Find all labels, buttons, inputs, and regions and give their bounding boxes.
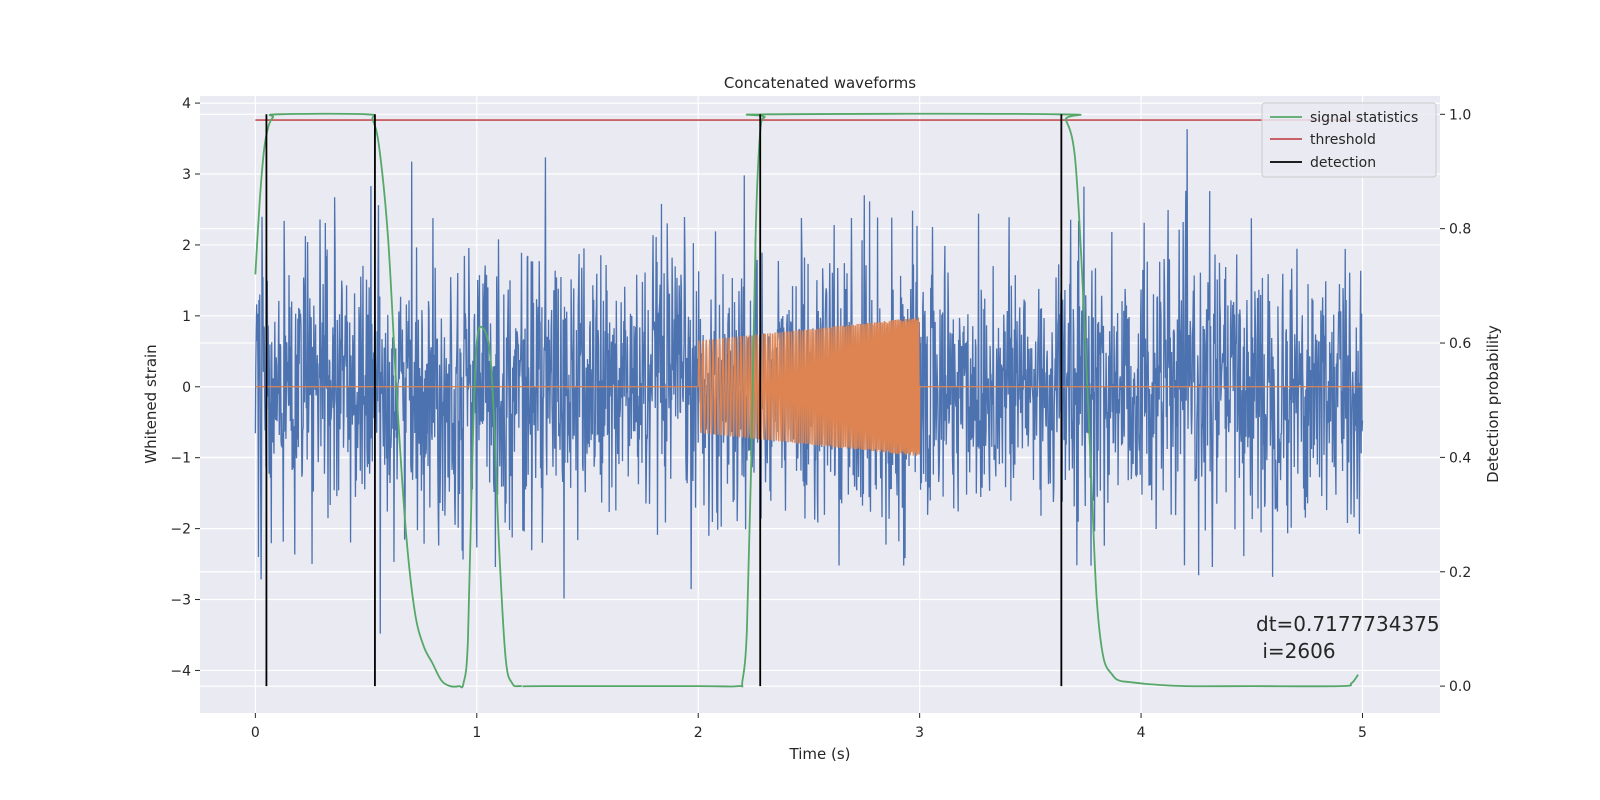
y-tick-label: 4 [182, 96, 191, 112]
y2-tick-label: 1.0 [1449, 107, 1471, 123]
annotation-index: i=2606 [1256, 639, 1336, 663]
y-tick-label: 3 [182, 167, 191, 183]
y-tick-label: −4 [170, 663, 191, 679]
y2-tick-label: 0.0 [1449, 679, 1471, 695]
axes-ticks: 0 1 2 3 4 5 −4 −3 −2 −1 0 1 2 3 4 0.0 0.2 0.4 0.6 0.8 1.0 [170, 96, 1471, 741]
y2-tick-label: 0.4 [1449, 450, 1471, 466]
y-tick-label: −1 [170, 451, 191, 467]
x-axis-label: Time (s) [789, 745, 851, 763]
x-tick-label: 4 [1137, 725, 1146, 741]
x-tick-label: 0 [251, 725, 260, 741]
y2-tick-label: 0.2 [1449, 565, 1471, 581]
y-tick-label: −2 [170, 522, 191, 538]
signal-series-line [255, 317, 1363, 456]
y-axis-label: Whitened strain [142, 344, 160, 463]
legend-label-detection: detection [1310, 155, 1376, 171]
y2-tick-label: 0.8 [1449, 222, 1471, 238]
y-tick-label: 0 [182, 380, 191, 396]
chart-title: Concatenated waveforms [724, 74, 916, 92]
y-tick-label: 2 [182, 238, 191, 254]
y2-tick-label: 0.6 [1449, 336, 1471, 352]
y-tick-label: 1 [182, 309, 191, 325]
x-tick-label: 2 [694, 725, 703, 741]
y-tick-label: −3 [170, 593, 191, 609]
legend: signal statistics threshold detection [1261, 102, 1437, 178]
x-tick-label: 3 [915, 725, 924, 741]
y2-axis-label: Detection probability [1484, 325, 1502, 483]
x-tick-label: 5 [1358, 725, 1367, 741]
x-tick-label: 1 [472, 725, 481, 741]
plot-content [254, 112, 1364, 689]
statistics-series-line [254, 112, 1359, 689]
legend-box [1261, 102, 1437, 178]
legend-label-signal-statistics: signal statistics [1310, 110, 1418, 126]
legend-label-threshold: threshold [1310, 132, 1376, 148]
annotation-dt: dt=0.7177734375 [1256, 612, 1440, 636]
